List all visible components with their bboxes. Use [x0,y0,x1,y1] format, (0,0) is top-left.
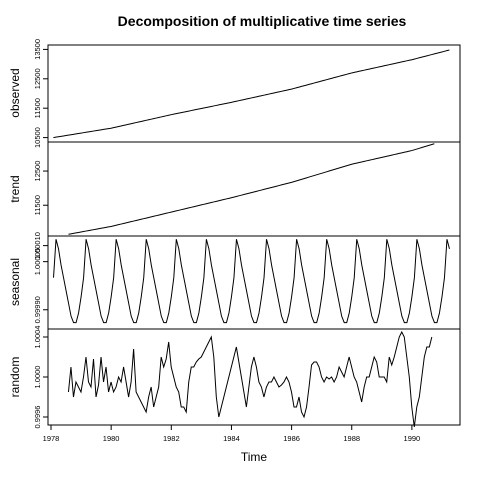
panel-trend-frame [47,141,461,237]
series-line-trend [68,143,435,235]
y-tick-label-seasonal-1: 1.00005 [33,248,42,275]
ylabel-trend: trend [8,175,22,202]
y-tick-label-random-1: 1.0000 [33,366,42,389]
x-tick-label-2: 1982 [163,434,180,443]
series-line-seasonal [53,239,450,324]
x-tick-label-4: 1986 [283,434,300,443]
series-line-observed [53,49,450,139]
chart-marks: 1978 1980 1982 1984 1986 1988 1990 10500 11500 12… [33,39,450,443]
y-tick-label-observed-1: 11500 [33,98,42,118]
y-tick-label-random-0: 0.9996 [33,406,42,429]
x-tick-label-5: 1988 [343,434,360,443]
panel-seasonal-frame [47,235,461,330]
ylabel-seasonal: seasonal [8,258,22,306]
chart-title: Decomposition of multiplicative time ser… [118,13,407,29]
x-tick-label-1: 1980 [103,434,120,443]
y-tick-label-random-2: 1.0004 [33,326,42,349]
x-tick-label-3: 1984 [223,434,240,443]
x-axis-label: Time [241,450,268,464]
x-tick-label-6: 1990 [404,434,421,443]
y-tick-label-trend-2: 12500 [33,161,42,182]
y-tick-label-observed-0: 10500 [33,127,42,148]
ylabel-random: random [8,357,22,398]
panel-observed-frame [47,44,461,143]
y-tick-label-trend-1: 11500 [33,195,42,215]
series-line-random [67,330,433,428]
y-tick-label-seasonal-0: 0.99990 [33,296,42,323]
y-tick-label-observed-2: 12500 [33,68,42,89]
ylabel-observed: observed [8,68,22,117]
panel-random-frame [47,328,461,426]
y-tick-label-seasonal-2: 1.00010 [33,232,42,259]
y-tick-label-observed-3: 13500 [33,39,42,60]
x-tick-label-0: 1978 [43,434,60,443]
